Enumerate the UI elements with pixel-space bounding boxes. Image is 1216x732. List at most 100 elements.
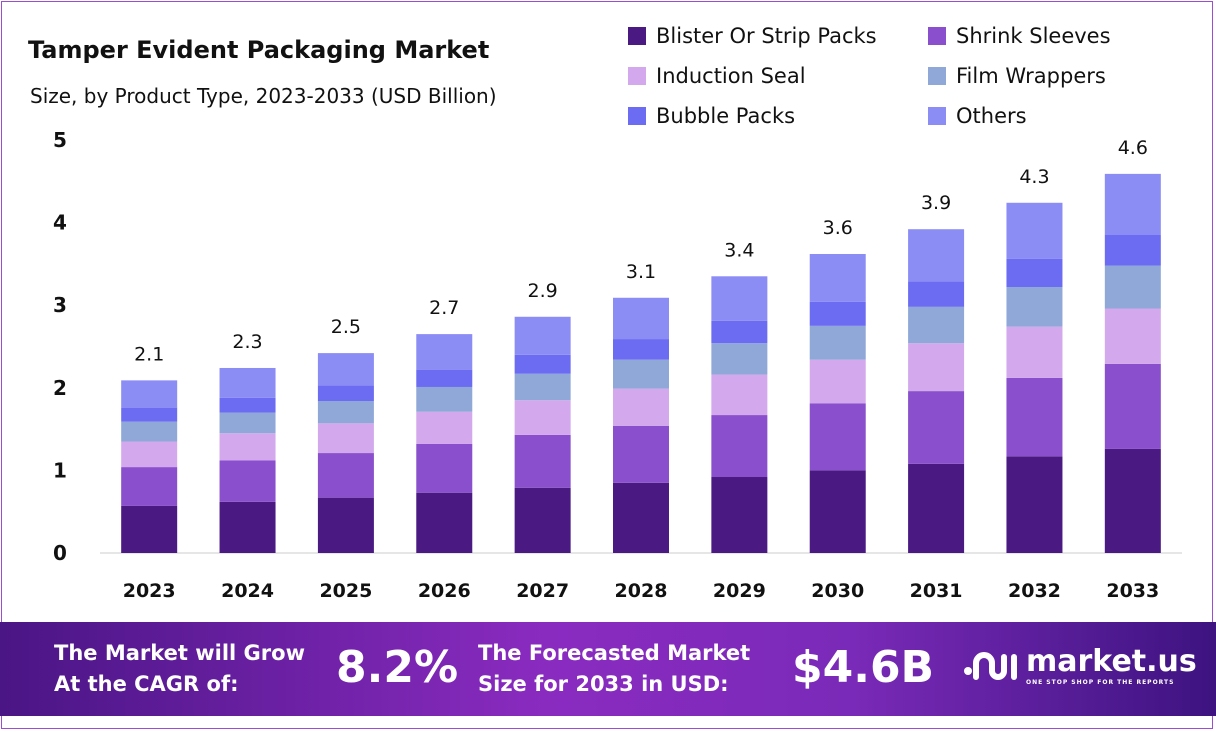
bar-segment: [711, 320, 768, 344]
footer-banner: The Market will Grow At the CAGR of: 8.2…: [0, 622, 1216, 716]
bar-segment: [1006, 258, 1063, 288]
x-tick-label: 2032: [1008, 580, 1061, 602]
bar-segment: [416, 411, 473, 444]
logo-text: market.us: [1026, 644, 1197, 679]
bar-segment: [514, 316, 571, 355]
bar-segment: [1104, 448, 1161, 553]
bar-segment: [1006, 202, 1063, 259]
bar-segment: [219, 412, 276, 434]
legend-swatch: [628, 27, 646, 45]
bar-segment: [219, 433, 276, 461]
bar-segment: [121, 467, 178, 506]
bar-segment: [613, 425, 669, 483]
total-data-label: 3.1: [626, 261, 656, 283]
bar-segment: [613, 359, 669, 389]
bar-segment: [416, 386, 473, 412]
legend-label: Induction Seal: [656, 64, 806, 88]
bar-segment: [416, 443, 473, 493]
total-data-label: 3.6: [823, 217, 853, 239]
marketus-logo: market.us ONE STOP SHOP FOR THE REPORTS: [962, 644, 1197, 686]
x-tick-label: 2026: [418, 580, 471, 602]
legend-swatch: [628, 67, 646, 85]
legend-label: Blister Or Strip Packs: [656, 24, 877, 48]
legend-item: Induction Seal: [628, 62, 928, 90]
x-tick-label: 2023: [123, 580, 176, 602]
x-tick-label: 2027: [516, 580, 569, 602]
x-tick-label: 2024: [221, 580, 274, 602]
legend: Blister Or Strip Packs Shrink Sleeves Indu…: [628, 22, 1188, 130]
bar-segment: [908, 281, 965, 307]
bar-segment: [514, 373, 571, 401]
bar-segment: [908, 391, 965, 464]
bar-segment: [514, 354, 571, 374]
legend-label: Bubble Packs: [656, 104, 796, 128]
bar-segment: [1006, 377, 1063, 457]
total-data-label: 2.7: [429, 297, 459, 319]
total-data-label: 3.4: [724, 239, 754, 261]
bar-segment: [1006, 456, 1063, 553]
bar-segment: [711, 374, 768, 416]
y-tick-label: 5: [53, 128, 67, 152]
bar-segment: [317, 401, 374, 424]
stacked-bar-chart: 0 1 2 3 4 5 2.1 2023 2.3 2024 2.5 2025 2.7 2026 2.9 202…: [53, 128, 1182, 602]
x-tick-label: 2033: [1106, 580, 1159, 602]
total-data-label: 4.6: [1118, 137, 1148, 159]
y-tick-label: 4: [53, 211, 67, 235]
cagr-label-line2: At the CAGR of:: [54, 672, 239, 696]
total-data-label: 4.3: [1019, 166, 1049, 188]
bar-segment: [219, 460, 276, 502]
cagr-value: 8.2%: [336, 642, 459, 693]
x-tick-label: 2025: [319, 580, 372, 602]
x-tick-label: 2031: [910, 580, 963, 602]
legend-item: Shrink Sleeves: [928, 22, 1188, 50]
y-tick-label: 0: [53, 541, 67, 565]
bar-segment: [809, 301, 866, 326]
total-data-label: 2.9: [528, 280, 558, 302]
cagr-label-line1: The Market will Grow: [54, 641, 305, 665]
bar-segment: [317, 423, 374, 454]
legend-item: Blister Or Strip Packs: [628, 22, 928, 50]
bar-segment: [908, 463, 965, 553]
bar-segment: [121, 380, 178, 408]
bar-segment: [1104, 173, 1161, 235]
bar-segment: [121, 421, 178, 442]
bar-segment: [809, 403, 866, 471]
bar-segment: [514, 487, 571, 553]
forecast-label: The Forecasted Market Size for 2033 in U…: [478, 638, 750, 700]
bar-segment: [809, 470, 866, 553]
total-data-label: 2.5: [331, 316, 361, 338]
bar-segment: [317, 353, 374, 386]
legend-label: Shrink Sleeves: [956, 24, 1111, 48]
bar-segment: [711, 415, 768, 478]
bar-segment: [219, 501, 276, 553]
forecast-value: $4.6B: [792, 642, 935, 693]
total-data-label: 2.3: [232, 331, 262, 353]
bar-segment: [1006, 287, 1063, 327]
legend-item: Others: [928, 102, 1188, 130]
bar-segment: [711, 276, 768, 321]
y-tick-label: 2: [53, 376, 67, 400]
bar-segment: [317, 497, 374, 553]
bar-segment: [613, 339, 669, 360]
total-data-label: 2.1: [134, 343, 164, 365]
bar-segment: [809, 325, 866, 360]
x-tick-label: 2028: [615, 580, 668, 602]
bar-segment: [219, 397, 276, 413]
bar-segment: [809, 359, 866, 404]
x-tick-label: 2030: [811, 580, 864, 602]
forecast-label-line1: The Forecasted Market: [478, 641, 751, 665]
forecast-label-line2: Size for 2033 in USD:: [478, 672, 729, 696]
bar-segment: [219, 367, 276, 398]
bar-segment: [908, 343, 965, 392]
chart-title: Tamper Evident Packaging Market: [28, 36, 490, 64]
bar-segment: [121, 407, 178, 422]
bar-segment: [908, 306, 965, 344]
legend-label: Others: [956, 104, 1027, 128]
bar-segment: [613, 482, 669, 553]
legend-swatch: [928, 27, 946, 45]
legend-item: Film Wrappers: [928, 62, 1188, 90]
legend-swatch: [928, 67, 946, 85]
bar-segment: [809, 253, 866, 302]
bar-segment: [416, 334, 473, 370]
